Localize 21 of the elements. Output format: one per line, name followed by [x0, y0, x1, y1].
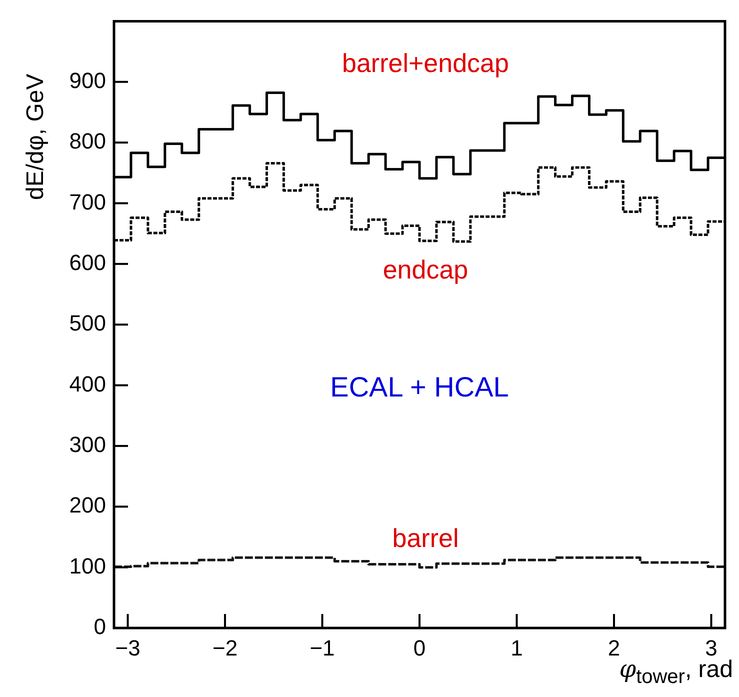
- y-tick-label: 800: [69, 128, 106, 154]
- x-tick-label: −2: [212, 635, 238, 660]
- y-tick-label: 700: [69, 189, 106, 214]
- x-tick-label: 0: [413, 635, 426, 660]
- x-tick-label: −3: [115, 635, 140, 660]
- y-tick-label: 300: [69, 432, 106, 458]
- y-tick-label: 900: [69, 68, 106, 93]
- series-label: barrel+endcap: [342, 48, 509, 78]
- y-tick-label: 400: [69, 371, 106, 396]
- series-label: endcap: [382, 254, 468, 285]
- y-tick-label: 0: [94, 614, 106, 640]
- x-tick-label: −1: [310, 635, 335, 660]
- y-tick-label: 200: [69, 492, 106, 518]
- y-axis-title: dE/dφ, GeV: [22, 74, 50, 200]
- y-tick-label: 500: [69, 310, 106, 336]
- y-tick-label: 600: [69, 250, 106, 275]
- y-tick-label: 100: [69, 553, 106, 578]
- annotation: ECAL + HCAL: [330, 372, 509, 403]
- series-label: barrel: [392, 522, 459, 553]
- x-tick-label: 2: [608, 635, 620, 660]
- x-tick-label: 1: [510, 635, 523, 660]
